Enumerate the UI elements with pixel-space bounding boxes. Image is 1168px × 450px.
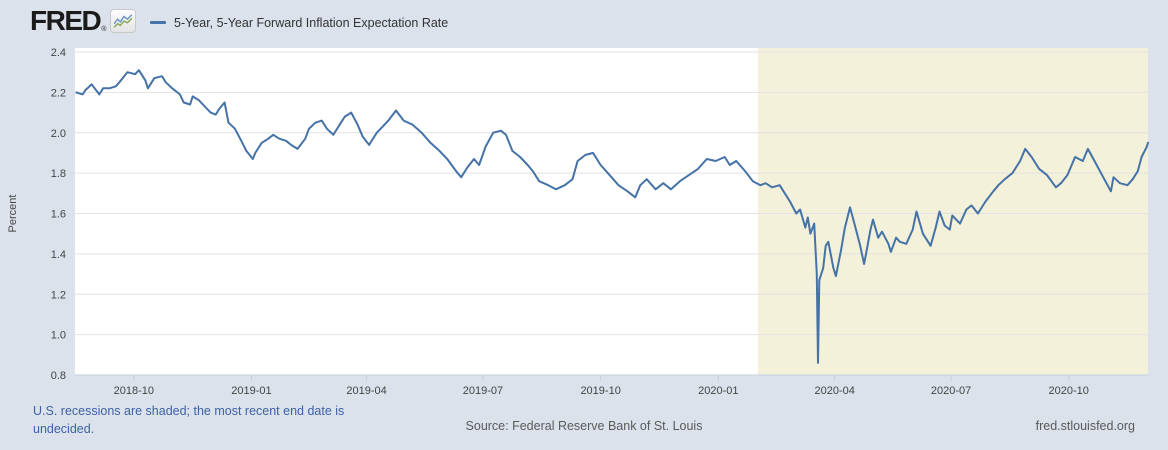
y-tick-label: 0.8 (51, 370, 66, 382)
mini-sparkline-icon (113, 14, 133, 28)
y-axis-title: Percent (7, 195, 19, 233)
chart-header: FRED ® 5-Year, 5-Year Forward Inflation … (0, 0, 1168, 45)
fred-wordmark: FRED (30, 5, 102, 36)
y-tick-label: 1.2 (51, 289, 66, 301)
fred-site-link[interactable]: fred.stlouisfed.org (1035, 419, 1135, 433)
registered-trademark-icon: ® (101, 26, 107, 33)
series-line (75, 69, 1149, 364)
x-tick-label: 2020-04 (814, 385, 854, 397)
legend-series-label[interactable]: 5-Year, 5-Year Forward Inflation Expecta… (174, 15, 449, 30)
x-tick-label: 2020-01 (698, 385, 738, 397)
x-tick-label: 2020-10 (1049, 385, 1089, 397)
y-tick-label: 1.6 (51, 209, 66, 221)
inflation-expectation-chart: 0.8 1.0 1.2 1.4 1.6 1.8 2.0 2.2 2.4 Percent 2018-1… (7, 47, 1149, 397)
x-tick-label: 2019-10 (580, 385, 620, 397)
chart-footer: U.S. recessions are shaded; the most rec… (0, 400, 1168, 450)
x-tick-label: 2019-04 (346, 385, 386, 397)
y-tick-label: 2.4 (51, 47, 66, 59)
y-tick-label: 1.4 (51, 249, 66, 261)
x-tick-label: 2019-01 (231, 385, 271, 397)
fred-logo[interactable]: FRED ® (30, 5, 137, 36)
y-tick-label: 1.0 (51, 330, 66, 342)
chart-area: 0.8 1.0 1.2 1.4 1.6 1.8 2.0 2.2 2.4 Percent 2018-1… (0, 45, 1168, 405)
x-tick-label: 2020-07 (931, 385, 971, 397)
y-tick-label: 1.8 (51, 168, 66, 180)
source-attribution-link[interactable]: Source: Federal Reserve Bank of St. Loui… (465, 419, 703, 433)
recession-note-link[interactable]: U.S. recessions are shaded; the most rec… (33, 404, 345, 436)
x-tick-label: 2019-07 (463, 385, 503, 397)
legend-line-swatch (150, 21, 166, 24)
y-tick-label: 2.0 (51, 128, 66, 140)
fred-chart-icon (110, 9, 137, 33)
y-tick-label: 2.2 (51, 87, 66, 99)
recession-shading-region (757, 48, 1148, 375)
x-tick-label: 2018-10 (114, 385, 154, 397)
series-legend: 5-Year, 5-Year Forward Inflation Expecta… (150, 0, 448, 45)
